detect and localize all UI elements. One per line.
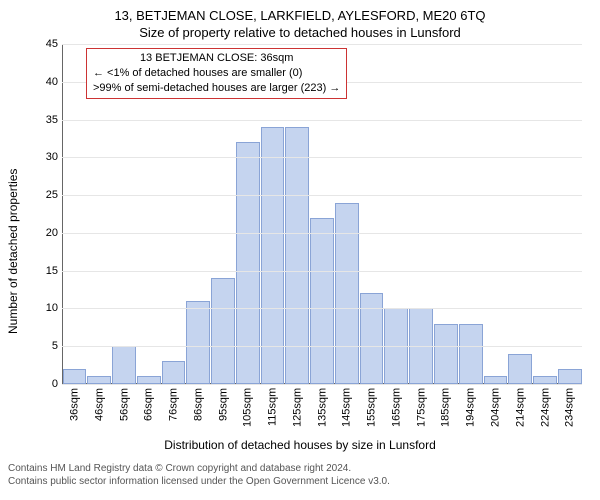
x-tick-label: 145sqm xyxy=(334,388,359,432)
histogram-chart: 13, BETJEMAN CLOSE, LARKFIELD, AYLESFORD… xyxy=(8,8,592,492)
x-tick-label: 224sqm xyxy=(533,388,558,432)
attribution-footer: Contains HM Land Registry data © Crown c… xyxy=(8,462,592,488)
x-tick-label: 234sqm xyxy=(557,388,582,432)
x-tick-label: 155sqm xyxy=(359,388,384,432)
grid-line xyxy=(62,308,582,309)
x-tick-label: 125sqm xyxy=(285,388,310,432)
y-tick-label: 0 xyxy=(32,378,58,390)
info-line-1: 13 BETJEMAN CLOSE: 36sqm xyxy=(93,51,340,66)
histogram-bar xyxy=(310,218,334,384)
histogram-bar xyxy=(63,369,87,384)
histogram-bar xyxy=(162,361,186,384)
histogram-bar xyxy=(335,203,359,384)
histogram-bar xyxy=(360,293,384,384)
x-tick-label: 214sqm xyxy=(508,388,533,432)
y-axis-label: Number of detached properties xyxy=(6,169,20,334)
y-tick-label: 30 xyxy=(32,151,58,163)
y-tick-label: 45 xyxy=(32,38,58,50)
histogram-bar xyxy=(236,142,260,384)
x-tick-label: 194sqm xyxy=(458,388,483,432)
x-axis-label: Distribution of detached houses by size … xyxy=(8,438,592,452)
grid-line xyxy=(62,271,582,272)
footer-line-2: Contains public sector information licen… xyxy=(8,475,592,488)
plot-area: 13 BETJEMAN CLOSE: 36sqm ← <1% of detach… xyxy=(62,44,582,384)
y-tick-label: 5 xyxy=(32,340,58,352)
footer-line-1: Contains HM Land Registry data © Crown c… xyxy=(8,462,592,475)
x-tick-label: 175sqm xyxy=(409,388,434,432)
histogram-bar xyxy=(434,324,458,384)
x-tick-label: 46sqm xyxy=(87,388,112,432)
info-callout-box: 13 BETJEMAN CLOSE: 36sqm ← <1% of detach… xyxy=(86,48,347,99)
histogram-bar xyxy=(459,324,483,384)
histogram-bar xyxy=(558,369,582,384)
grid-line xyxy=(62,346,582,347)
x-tick-label: 135sqm xyxy=(310,388,335,432)
y-tick-label: 35 xyxy=(32,114,58,126)
y-tick-label: 15 xyxy=(32,265,58,277)
grid-line xyxy=(62,233,582,234)
x-tick-label: 66sqm xyxy=(136,388,161,432)
x-tick-label: 76sqm xyxy=(161,388,186,432)
x-tick-label: 185sqm xyxy=(433,388,458,432)
y-tick-label: 25 xyxy=(32,189,58,201)
x-tick-label: 56sqm xyxy=(112,388,137,432)
grid-line xyxy=(62,157,582,158)
x-tick-label: 115sqm xyxy=(260,388,285,432)
y-tick-label: 10 xyxy=(32,302,58,314)
chart-subtitle: Size of property relative to detached ho… xyxy=(8,25,592,40)
histogram-bar xyxy=(508,354,532,384)
x-tick-label: 95sqm xyxy=(211,388,236,432)
y-tick-label: 40 xyxy=(32,76,58,88)
histogram-bar xyxy=(211,278,235,384)
x-tick-label: 204sqm xyxy=(483,388,508,432)
x-tick-label: 105sqm xyxy=(235,388,260,432)
grid-line xyxy=(62,195,582,196)
grid-line xyxy=(62,384,582,385)
histogram-bar xyxy=(484,376,508,384)
histogram-bar xyxy=(137,376,161,384)
x-tick-label: 86sqm xyxy=(186,388,211,432)
grid-line xyxy=(62,44,582,45)
histogram-bar xyxy=(87,376,111,384)
x-tick-labels: 36sqm46sqm56sqm66sqm76sqm86sqm95sqm105sq… xyxy=(62,388,582,432)
chart-title-address: 13, BETJEMAN CLOSE, LARKFIELD, AYLESFORD… xyxy=(8,8,592,23)
info-line-2: ← <1% of detached houses are smaller (0) xyxy=(93,66,340,81)
histogram-bar xyxy=(112,346,136,384)
x-tick-label: 165sqm xyxy=(384,388,409,432)
histogram-bar xyxy=(533,376,557,384)
histogram-bar xyxy=(186,301,210,384)
grid-line xyxy=(62,120,582,121)
info-line-3: >99% of semi-detached houses are larger … xyxy=(93,81,340,96)
x-tick-label: 36sqm xyxy=(62,388,87,432)
y-tick-label: 20 xyxy=(32,227,58,239)
